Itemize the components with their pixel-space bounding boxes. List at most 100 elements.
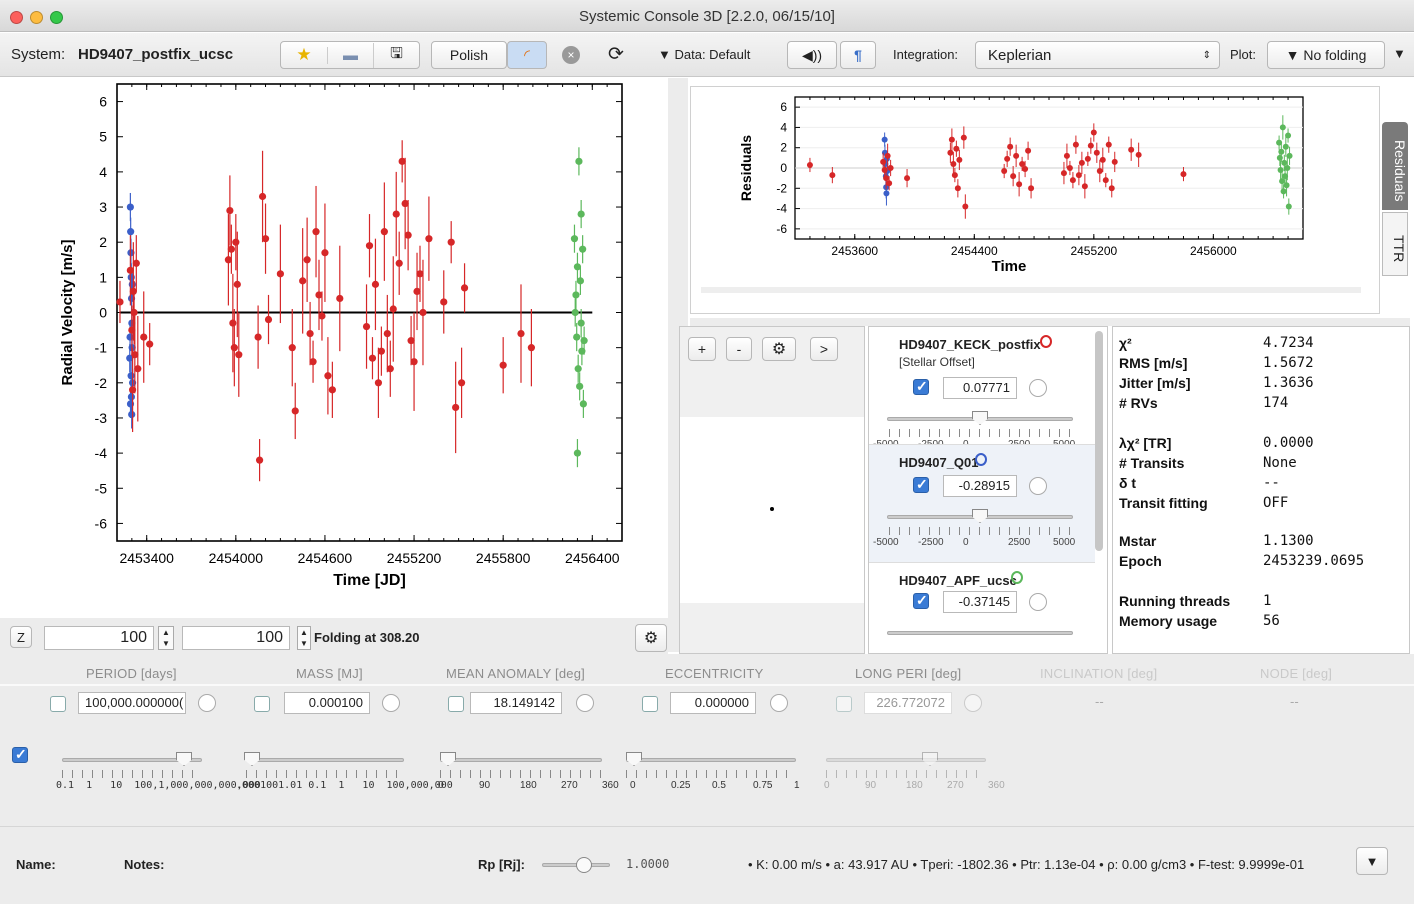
stat-value: None bbox=[1263, 455, 1297, 471]
param-radio[interactable] bbox=[964, 694, 982, 712]
param-slider[interactable] bbox=[440, 758, 602, 762]
save-icon[interactable]: 🖫 bbox=[373, 42, 419, 68]
dataset-radio[interactable] bbox=[1029, 593, 1047, 611]
dataset-color-icon[interactable] bbox=[975, 453, 987, 466]
dataset-tick-label: -5000 bbox=[873, 537, 899, 548]
dataset-fit-checkbox[interactable] bbox=[913, 592, 929, 609]
polish-button[interactable]: Polish bbox=[431, 41, 507, 69]
param-fit-checkbox[interactable] bbox=[642, 696, 658, 712]
fold-from-stepper[interactable]: ▲ ▼ bbox=[158, 626, 174, 650]
residual-point bbox=[1280, 188, 1287, 195]
param-slider-thumb[interactable] bbox=[626, 752, 642, 766]
add-planet-button[interactable]: + bbox=[688, 337, 716, 361]
x-tick-label: 2455200 bbox=[1070, 244, 1117, 258]
angle-tick-label: 180 bbox=[906, 780, 923, 791]
rv-point bbox=[362, 322, 371, 331]
param-slider-thumb[interactable] bbox=[176, 752, 192, 766]
param-radio[interactable] bbox=[576, 694, 594, 712]
fold-to-field[interactable]: 100 bbox=[182, 626, 290, 650]
param-slider[interactable] bbox=[626, 758, 796, 762]
dataset-slider-ticks bbox=[889, 429, 1075, 437]
rv-chart[interactable]: 6 5 4 3 2 1 0 -1 -2 -3 -4 -5 -6 2453400 2454000 2454600… bbox=[0, 78, 668, 618]
rv-point bbox=[233, 280, 241, 288]
overflow-arrow-icon[interactable]: ▼ bbox=[1393, 46, 1406, 61]
param-slider[interactable] bbox=[246, 758, 404, 762]
dataset-color-icon[interactable] bbox=[1039, 335, 1052, 348]
rp-slider-thumb[interactable] bbox=[576, 857, 592, 873]
residual-point bbox=[1286, 152, 1293, 159]
param-fit-checkbox[interactable] bbox=[50, 696, 66, 712]
rv-point bbox=[226, 206, 234, 215]
rv-point bbox=[392, 210, 400, 218]
rv-point bbox=[232, 238, 240, 246]
param-slider-thumb[interactable] bbox=[244, 752, 260, 766]
param-value-field[interactable]: 226.772072 bbox=[864, 692, 952, 714]
rv-point bbox=[404, 231, 412, 239]
planet-orbit-view[interactable] bbox=[680, 417, 864, 603]
param-slider-thumb[interactable] bbox=[440, 752, 456, 766]
y-tick-label: 5 bbox=[99, 129, 107, 145]
residuals-scrollbar[interactable] bbox=[701, 287, 1361, 293]
residuals-chart[interactable]: 6 4 2 0 -2 -4 -6 2453600 2454400 2455200 2456000 Re… bbox=[691, 87, 1379, 313]
data-dropdown[interactable]: ▼ Data: Default bbox=[658, 47, 751, 62]
zoom-window-button[interactable] bbox=[50, 11, 63, 24]
dataset-radio[interactable] bbox=[1029, 379, 1047, 397]
planet-enable-checkbox[interactable] bbox=[12, 746, 28, 763]
rainbow-icon[interactable]: ◜ bbox=[507, 41, 547, 69]
param-slider-thumb[interactable] bbox=[922, 752, 938, 766]
angle-tick-label: 0 bbox=[630, 780, 636, 791]
param-fit-checkbox[interactable] bbox=[448, 696, 464, 712]
y-tick-label: 1 bbox=[99, 269, 107, 285]
minimize-window-button[interactable] bbox=[30, 11, 43, 24]
dataset-offset-slider[interactable] bbox=[887, 631, 1073, 635]
next-planet-button[interactable]: > bbox=[810, 337, 838, 361]
param-slider[interactable] bbox=[62, 758, 202, 762]
angle-tick-label: 0.25 bbox=[671, 780, 691, 791]
dataset-offset-field[interactable]: -0.28915 bbox=[943, 475, 1017, 497]
z-button[interactable]: Z bbox=[10, 626, 32, 648]
dataset-slider-thumb[interactable] bbox=[972, 509, 988, 523]
dataset-radio[interactable] bbox=[1029, 477, 1047, 495]
fold-to-stepper[interactable]: ▲ ▼ bbox=[297, 626, 311, 650]
ttr-tab[interactable]: TTR bbox=[1382, 212, 1408, 276]
param-slider[interactable] bbox=[826, 758, 986, 762]
param-value-field[interactable]: 100,000.000000( bbox=[78, 692, 186, 714]
planet-settings-gear-icon[interactable]: ⚙ bbox=[762, 337, 796, 361]
rv-point bbox=[126, 266, 134, 274]
residual-point bbox=[1013, 152, 1020, 159]
param-radio[interactable] bbox=[382, 694, 400, 712]
fold-from-field[interactable]: 100 bbox=[44, 626, 154, 650]
integration-select[interactable]: Keplerian ⇕ bbox=[975, 41, 1220, 69]
remove-planet-button[interactable]: - bbox=[726, 337, 752, 361]
dataset-color-icon[interactable] bbox=[1011, 571, 1023, 584]
pilcrow-icon[interactable]: ¶ bbox=[840, 41, 876, 69]
dataset-slider-thumb[interactable] bbox=[972, 411, 988, 425]
star-icon[interactable]: ★ bbox=[296, 45, 312, 64]
param-value-field[interactable]: 18.149142 bbox=[470, 692, 562, 714]
param-value-field[interactable]: 0.000000 bbox=[670, 692, 756, 714]
angle-tick-label: 270 bbox=[561, 780, 578, 791]
plot-select[interactable]: ▼ No folding bbox=[1267, 41, 1385, 69]
summary-menu-button[interactable]: ▼ bbox=[1356, 847, 1388, 875]
dataset-fit-checkbox[interactable] bbox=[913, 378, 929, 395]
dataset-offset-field[interactable]: -0.37145 bbox=[943, 591, 1017, 613]
rv-point bbox=[309, 358, 317, 366]
param-fit-checkbox[interactable] bbox=[254, 696, 270, 712]
param-fit-checkbox[interactable] bbox=[836, 696, 852, 712]
sound-icon[interactable]: ◀)) bbox=[787, 41, 837, 69]
close-window-button[interactable] bbox=[10, 11, 23, 24]
param-value-field[interactable]: 0.000100 bbox=[284, 692, 370, 714]
stop-icon[interactable]: × bbox=[562, 46, 580, 64]
rv-point bbox=[425, 235, 433, 243]
dataset-fit-checkbox[interactable] bbox=[913, 476, 929, 493]
refresh-icon[interactable]: ⟳ bbox=[608, 44, 624, 65]
param-radio[interactable] bbox=[198, 694, 216, 712]
datasets-scrollbar[interactable] bbox=[1095, 331, 1103, 551]
param-radio[interactable] bbox=[770, 694, 788, 712]
dataset-offset-field[interactable]: 0.07771 bbox=[943, 377, 1017, 399]
folder-icon[interactable]: ▬ bbox=[327, 46, 373, 64]
residuals-tab[interactable]: Residuals bbox=[1382, 122, 1408, 210]
fold-settings-gear-icon[interactable]: ⚙ bbox=[635, 624, 667, 652]
residual-point bbox=[883, 190, 890, 197]
rv-point bbox=[460, 284, 469, 292]
